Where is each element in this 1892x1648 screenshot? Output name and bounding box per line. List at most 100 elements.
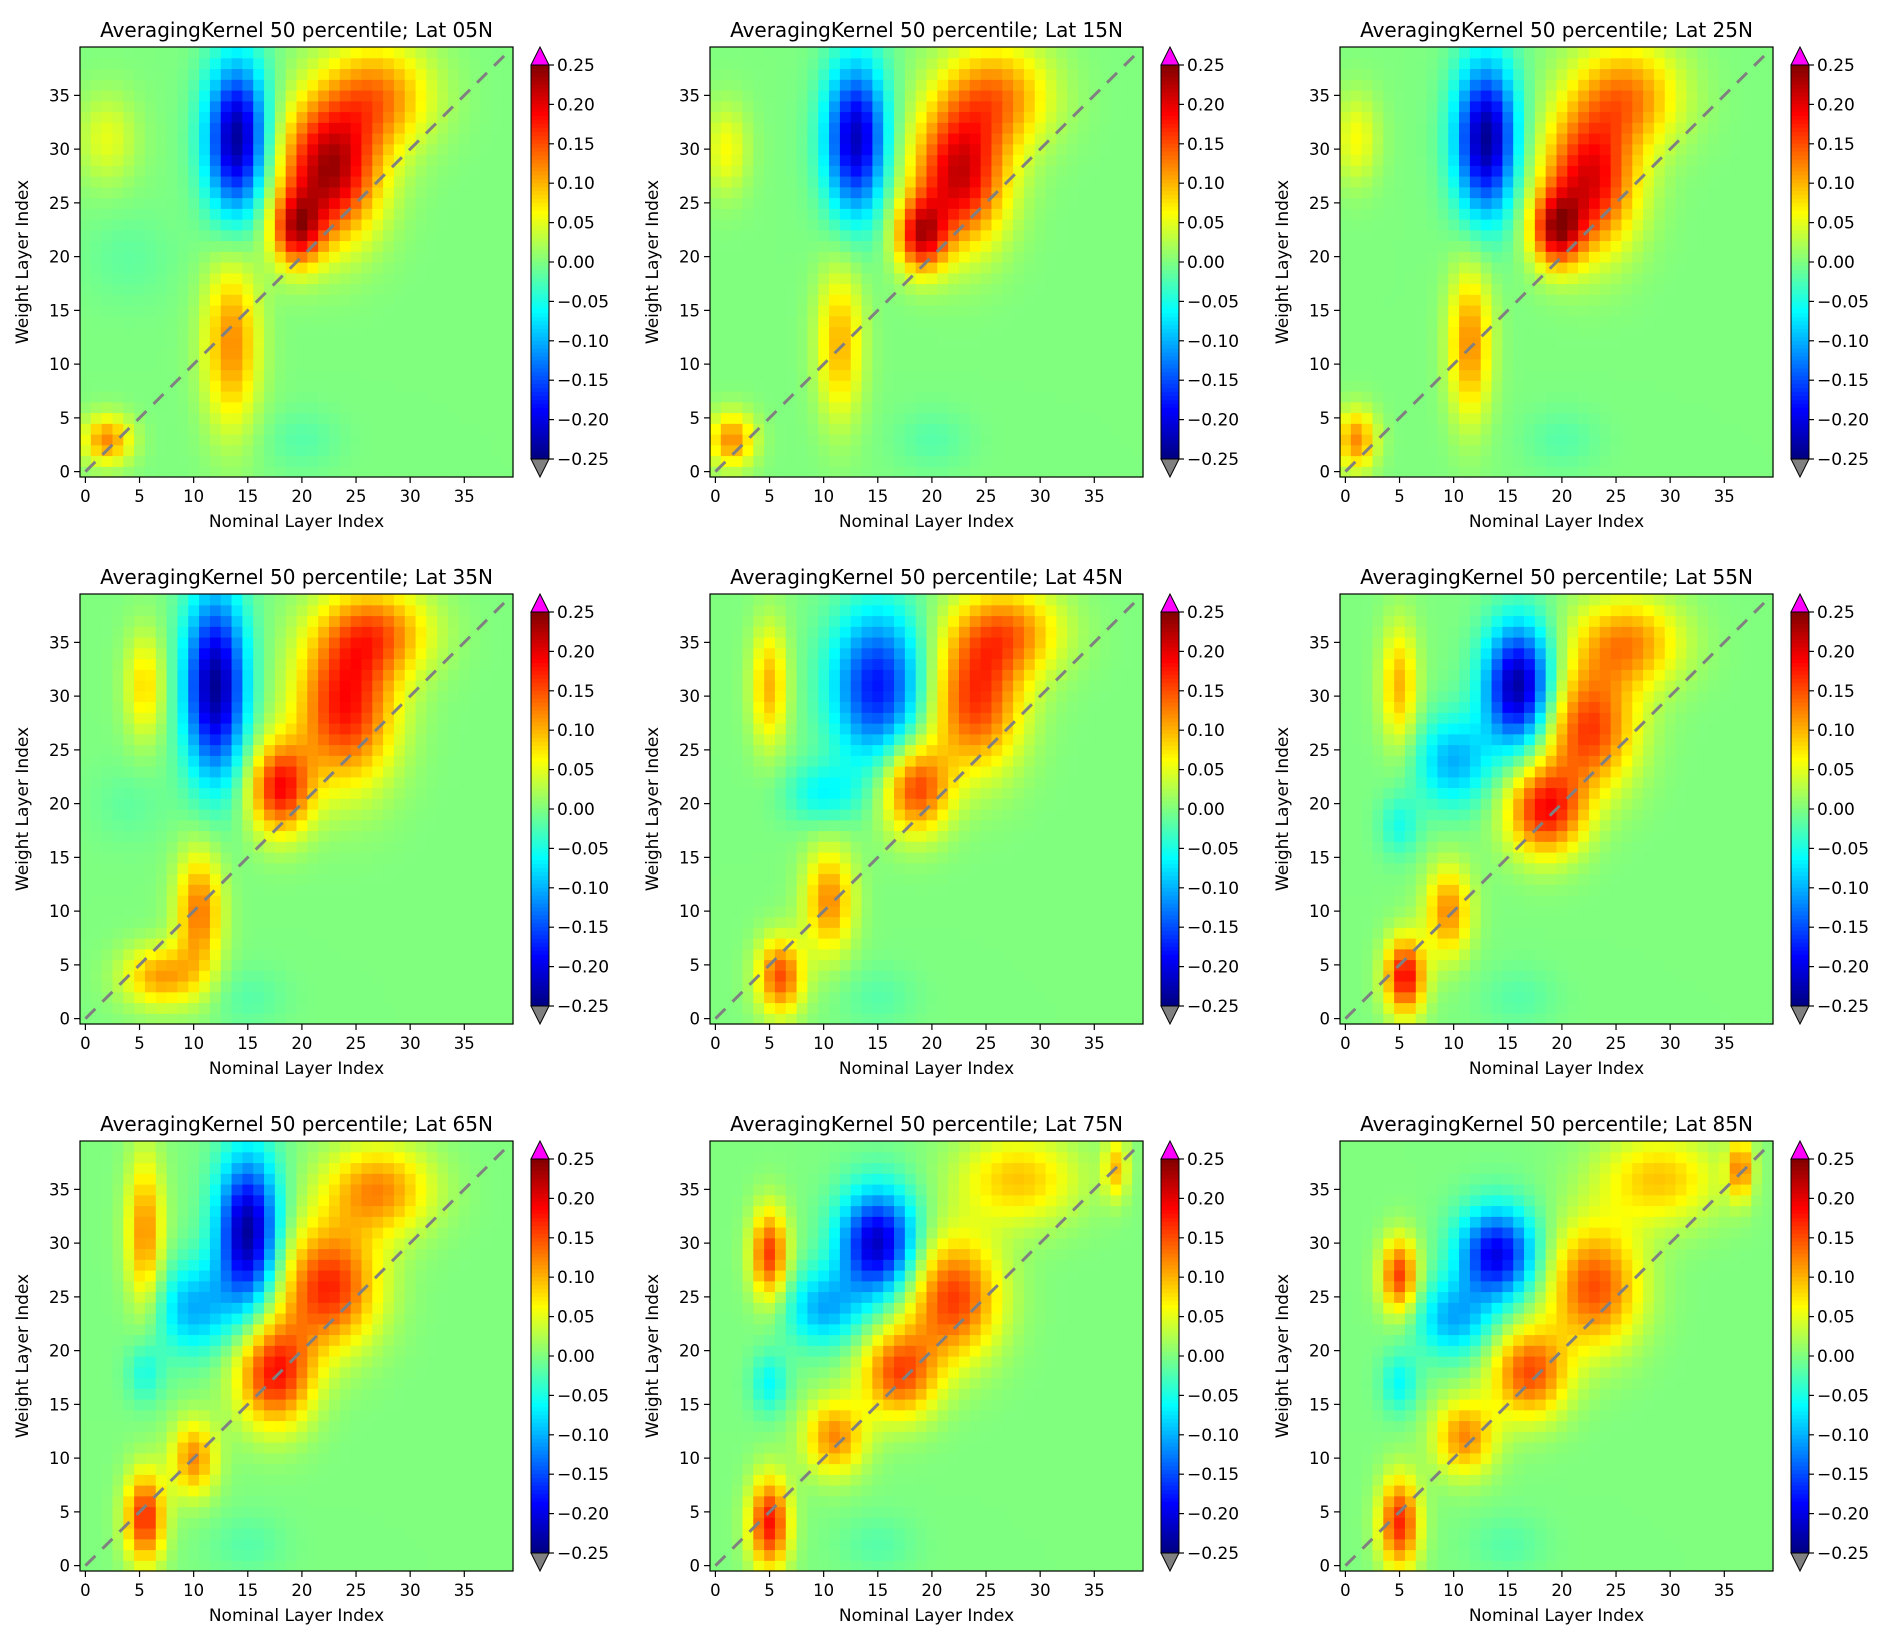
heatmap-cell [1046, 90, 1057, 101]
heatmap-cell [91, 187, 102, 198]
heatmap-cell [491, 413, 502, 424]
colorbar-segment [1161, 187, 1179, 192]
heatmap-cell [710, 176, 721, 187]
heatmap-cell [112, 391, 123, 402]
heatmap-cell [188, 316, 199, 327]
heatmap-cell [1100, 251, 1111, 262]
heatmap-cell [361, 316, 372, 327]
heatmap-cell [372, 69, 383, 80]
heatmap-cell [764, 391, 775, 402]
colorbar-segment [531, 443, 549, 448]
heatmap-cell [1697, 456, 1708, 467]
heatmap-cell [1013, 47, 1024, 58]
heatmap-cell [786, 251, 797, 262]
heatmap-cell [199, 251, 210, 262]
heatmap-cell [807, 456, 818, 467]
heatmap-cell [1089, 79, 1100, 90]
heatmap-cell [1089, 391, 1100, 402]
heatmap-cell [1121, 413, 1132, 424]
heatmap-cell [372, 359, 383, 370]
heatmap-cell [340, 359, 351, 370]
heatmap-cell [1013, 101, 1024, 112]
heatmap-cell [123, 230, 134, 241]
heatmap-cell [732, 144, 743, 155]
heatmap-cell [753, 241, 764, 252]
heatmap-cell [242, 90, 253, 101]
heatmap-cell [112, 445, 123, 456]
heatmap-cell [199, 423, 210, 434]
heatmap-cell [710, 133, 721, 144]
heatmap-cell [112, 155, 123, 166]
heatmap-cell [405, 402, 416, 413]
heatmap-cell [862, 176, 873, 187]
heatmap-cell [394, 284, 405, 295]
colorbar-segment [1161, 282, 1179, 287]
heatmap-cell [329, 413, 340, 424]
heatmap-cell [470, 69, 481, 80]
heatmap-cell [156, 101, 167, 112]
heatmap-cell [1078, 230, 1089, 241]
heatmap-cell [426, 466, 437, 477]
heatmap-cell [1502, 423, 1513, 434]
heatmap-cell [1111, 337, 1122, 348]
heatmap-cell [372, 284, 383, 295]
heatmap-cell [372, 337, 383, 348]
heatmap-cell [232, 144, 243, 155]
heatmap-cell [970, 144, 981, 155]
colorbar-segment [1161, 211, 1179, 216]
heatmap-cell [405, 155, 416, 166]
heatmap-cell [253, 327, 264, 338]
heatmap-cell [1427, 466, 1438, 477]
heatmap-cell [1056, 79, 1067, 90]
heatmap-cell [405, 294, 416, 305]
heatmap-cell [1111, 176, 1122, 187]
heatmap-cell [275, 466, 286, 477]
heatmap-cell [1024, 251, 1035, 262]
heatmap-cell [340, 413, 351, 424]
heatmap-cell [894, 219, 905, 230]
heatmap-cell [329, 208, 340, 219]
heatmap-cell [959, 90, 970, 101]
heatmap-cell [448, 208, 459, 219]
heatmap-cell [981, 434, 992, 445]
heatmap-cell [145, 273, 156, 284]
heatmap-cell [872, 198, 883, 209]
heatmap-cell [1643, 445, 1654, 456]
heatmap-cell [145, 112, 156, 123]
heatmap-cell [775, 208, 786, 219]
colorbar-segment [531, 81, 549, 86]
heatmap-cell [134, 316, 145, 327]
heatmap-cell [818, 327, 829, 338]
heatmap-cell [916, 423, 927, 434]
heatmap-cell [1100, 133, 1111, 144]
heatmap-cell [394, 176, 405, 187]
heatmap-cell [275, 294, 286, 305]
heatmap-cell [786, 380, 797, 391]
colorbar-tick-label: 0.20 [557, 95, 595, 115]
heatmap-cell [448, 155, 459, 166]
heatmap-cell [948, 101, 959, 112]
heatmap-cell [264, 402, 275, 413]
colorbar-segment [1161, 69, 1179, 74]
heatmap-cell [416, 90, 427, 101]
heatmap-cell [1035, 101, 1046, 112]
heatmap-cell [883, 219, 894, 230]
heatmap-cell [721, 402, 732, 413]
heatmap-cell [1351, 445, 1362, 456]
heatmap-cell [394, 327, 405, 338]
heatmap-cell [1132, 316, 1143, 327]
heatmap-cell [1686, 466, 1697, 477]
heatmap-cell [405, 434, 416, 445]
heatmap-cell [80, 391, 91, 402]
heatmap-cell [948, 294, 959, 305]
heatmap-cell [840, 380, 851, 391]
heatmap-cell [1002, 165, 1013, 176]
heatmap-cell [297, 456, 308, 467]
y-tick-label: 35 [49, 86, 70, 105]
heatmap-cell [905, 241, 916, 252]
heatmap-cell [167, 155, 178, 166]
colorbar-segment [531, 388, 549, 393]
heatmap-cell [372, 241, 383, 252]
heatmap-cell [156, 155, 167, 166]
colorbar-tick-label: −0.25 [1187, 450, 1239, 470]
